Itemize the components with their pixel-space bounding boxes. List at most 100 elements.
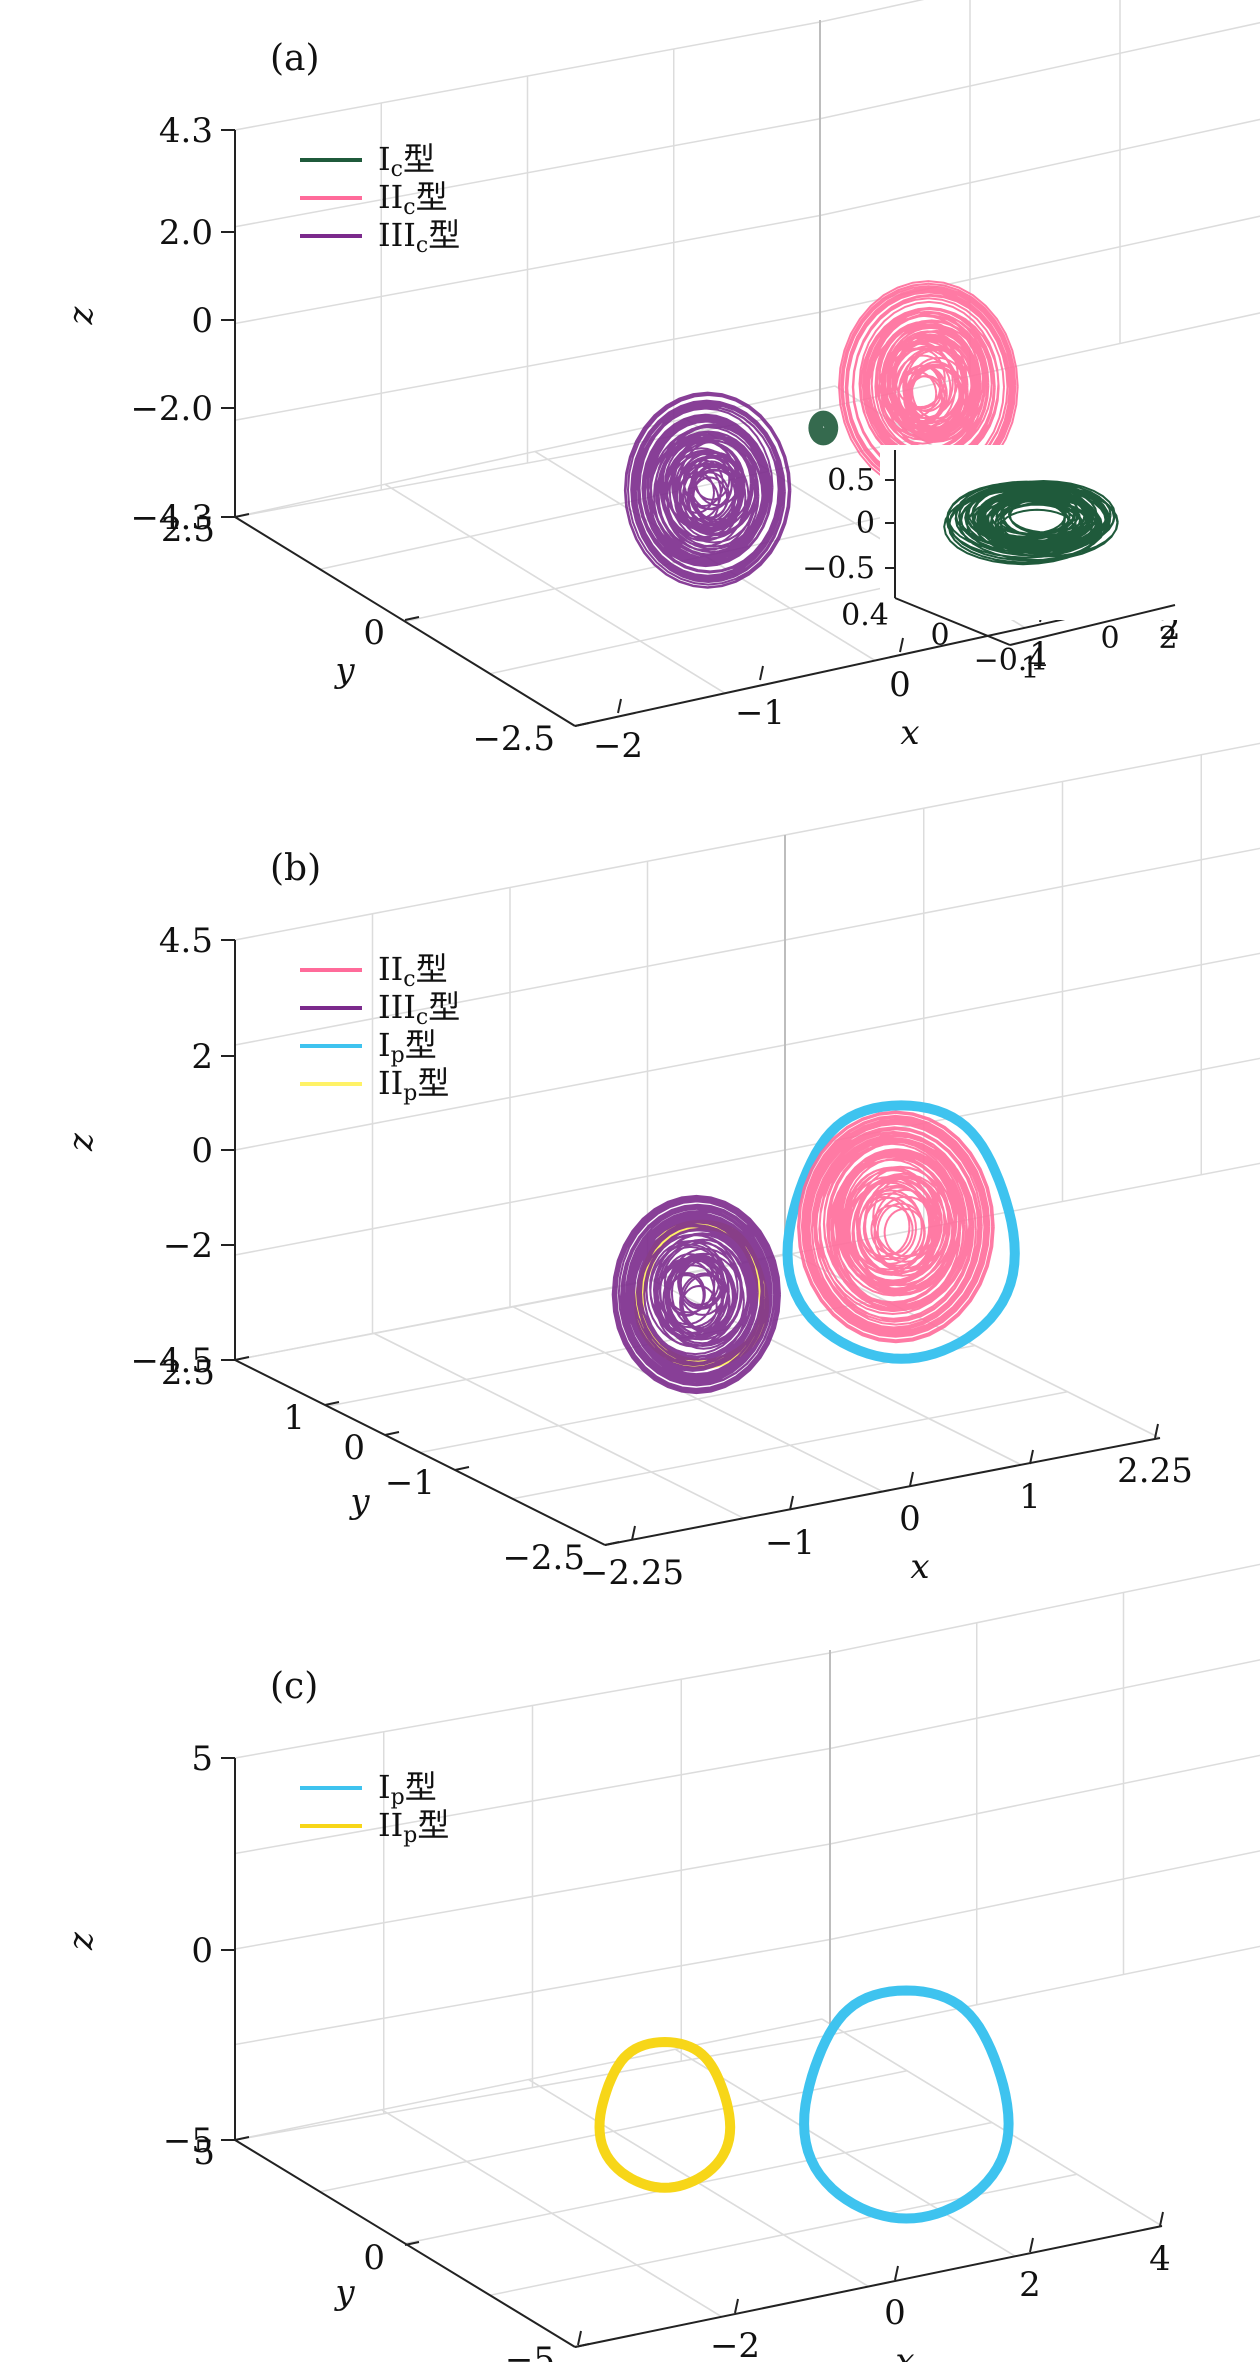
- y-tick: [234, 1356, 250, 1361]
- y-tick-label: −1: [385, 1463, 435, 1503]
- x-tick: [631, 1525, 636, 1541]
- grid-line: [320, 2035, 830, 2192]
- x-tick: [1029, 1449, 1034, 1465]
- z-tick-label: 5: [191, 1739, 213, 1779]
- x-axis-label: x: [895, 2341, 914, 2362]
- grid-line: [234, 118, 821, 228]
- inset-z-tick-label: 0: [856, 506, 875, 541]
- y-axis-label: y: [348, 1482, 370, 1522]
- z-tick-label: 0: [191, 301, 213, 341]
- z-tick-label: −5: [163, 2121, 213, 2161]
- trajectory: [796, 1110, 995, 1344]
- y-tick-label: 2.5: [161, 1353, 215, 1393]
- series-1: [782, 1100, 1020, 1364]
- x-tick: [1154, 1423, 1159, 1439]
- z-axis-label: z: [61, 1931, 101, 1951]
- x-tick-label: 2.25: [1117, 1451, 1193, 1491]
- x-axis-label: x: [910, 1547, 929, 1587]
- x-tick: [1029, 2237, 1034, 2253]
- inset-x-axis: [1009, 604, 1176, 646]
- inset-z-tick-label: 0.5: [827, 463, 875, 498]
- y-tick: [454, 1466, 470, 1471]
- x-tick-label: −2: [593, 726, 643, 766]
- x-axis: [574, 2225, 1163, 2348]
- series-4: [611, 1194, 781, 1395]
- z-tick-label: 0: [191, 1931, 213, 1971]
- legend-entry: IIIc型: [378, 988, 460, 1030]
- x-tick-label: 0: [889, 665, 911, 705]
- x-tick: [899, 637, 904, 653]
- trajectory: [808, 410, 839, 446]
- z-tick-label: −2: [163, 1226, 213, 1266]
- x-tick: [734, 2298, 739, 2314]
- x-tick: [894, 2265, 899, 2281]
- z-tick-label: 4.3: [159, 111, 213, 151]
- x-tick: [909, 1471, 914, 1487]
- grid-line: [829, 1563, 1260, 1654]
- y-tick: [574, 722, 590, 727]
- y-tick: [574, 2343, 590, 2348]
- y-tick-label: 0: [363, 613, 385, 653]
- legend-entry: IIc型: [378, 950, 448, 992]
- y-tick-label: 0: [343, 1428, 365, 1468]
- legend-entry: Ip型: [378, 1026, 437, 1068]
- series-3: [623, 391, 792, 589]
- inset-trajectory: [943, 479, 1119, 566]
- grid-line: [234, 834, 786, 941]
- z-tick-label: 2.0: [159, 213, 213, 253]
- grid-line: [819, 21, 1260, 120]
- grid-line: [674, 2048, 1016, 2257]
- z-tick-label: −4.5: [130, 1341, 213, 1381]
- grid-line: [234, 21, 821, 131]
- grid-line: [829, 1754, 1260, 1845]
- x-tick: [1159, 2211, 1164, 2227]
- inset-y-tick-label: −0.4: [974, 643, 1047, 678]
- grid-line: [829, 1850, 1260, 1941]
- legend-entry: IIIc型: [378, 216, 460, 258]
- trajectory: [611, 1194, 781, 1395]
- z-tick-label: −4.3: [130, 498, 213, 538]
- series-1: [799, 1985, 1014, 2224]
- inset: 0.5 0 −0.5 0.4 0 −0.4 0 1 2: [802, 445, 1180, 686]
- grid-line: [234, 1652, 831, 1759]
- panel-2: 4.520−2−4.52.510−1−2.5−2.25−1012.25zyx(b…: [61, 742, 1260, 1593]
- x-tick-label: −2.25: [580, 1553, 684, 1593]
- inset-x-tick-label: 1: [1020, 651, 1039, 686]
- y-axis: [234, 516, 576, 727]
- x-tick-label: −4: [553, 2358, 603, 2362]
- x-tick: [789, 1495, 794, 1511]
- trajectory: [594, 2036, 736, 2193]
- grid-line: [234, 939, 786, 1046]
- z-tick-label: 4.5: [159, 921, 213, 961]
- grid-line: [819, 0, 925, 23]
- legend-entry: IIp型: [378, 1064, 449, 1106]
- trajectory: [623, 391, 792, 589]
- grid-line: [234, 1747, 831, 1855]
- trajectory: [799, 1985, 1014, 2224]
- x-tick-label: 2: [1019, 2265, 1041, 2305]
- z-axis-label: z: [61, 305, 101, 325]
- inset-y-tick-label: 0.4: [841, 598, 889, 633]
- panel-1: 4.32.00−2.0−4.32.50−2.5 −2−1012zyx(a)Ic型I…: [61, 0, 1260, 766]
- series-2: [796, 1110, 995, 1344]
- grid-line: [490, 2035, 830, 2295]
- x-tick-label: 0: [899, 1499, 921, 1539]
- y-tick-label: −2.5: [472, 719, 555, 759]
- inset-y-tick-label: 0: [930, 618, 949, 653]
- y-tick: [404, 2241, 420, 2246]
- x-tick-label: −2: [710, 2326, 760, 2362]
- x-tick-label: 1: [1019, 1477, 1041, 1517]
- series-1: [808, 410, 839, 446]
- grid-line: [650, 1279, 1022, 1466]
- inset-y-axis: [894, 597, 1011, 646]
- z-tick-label: 0: [191, 1131, 213, 1171]
- x-tick-label: −1: [765, 1523, 815, 1563]
- inset-x-tick-label: 0: [1100, 621, 1119, 656]
- y-tick: [234, 513, 250, 518]
- y-tick-label: 2.5: [161, 510, 215, 550]
- y-axis-label: y: [333, 651, 355, 691]
- z-tick-label: −2.0: [130, 389, 213, 429]
